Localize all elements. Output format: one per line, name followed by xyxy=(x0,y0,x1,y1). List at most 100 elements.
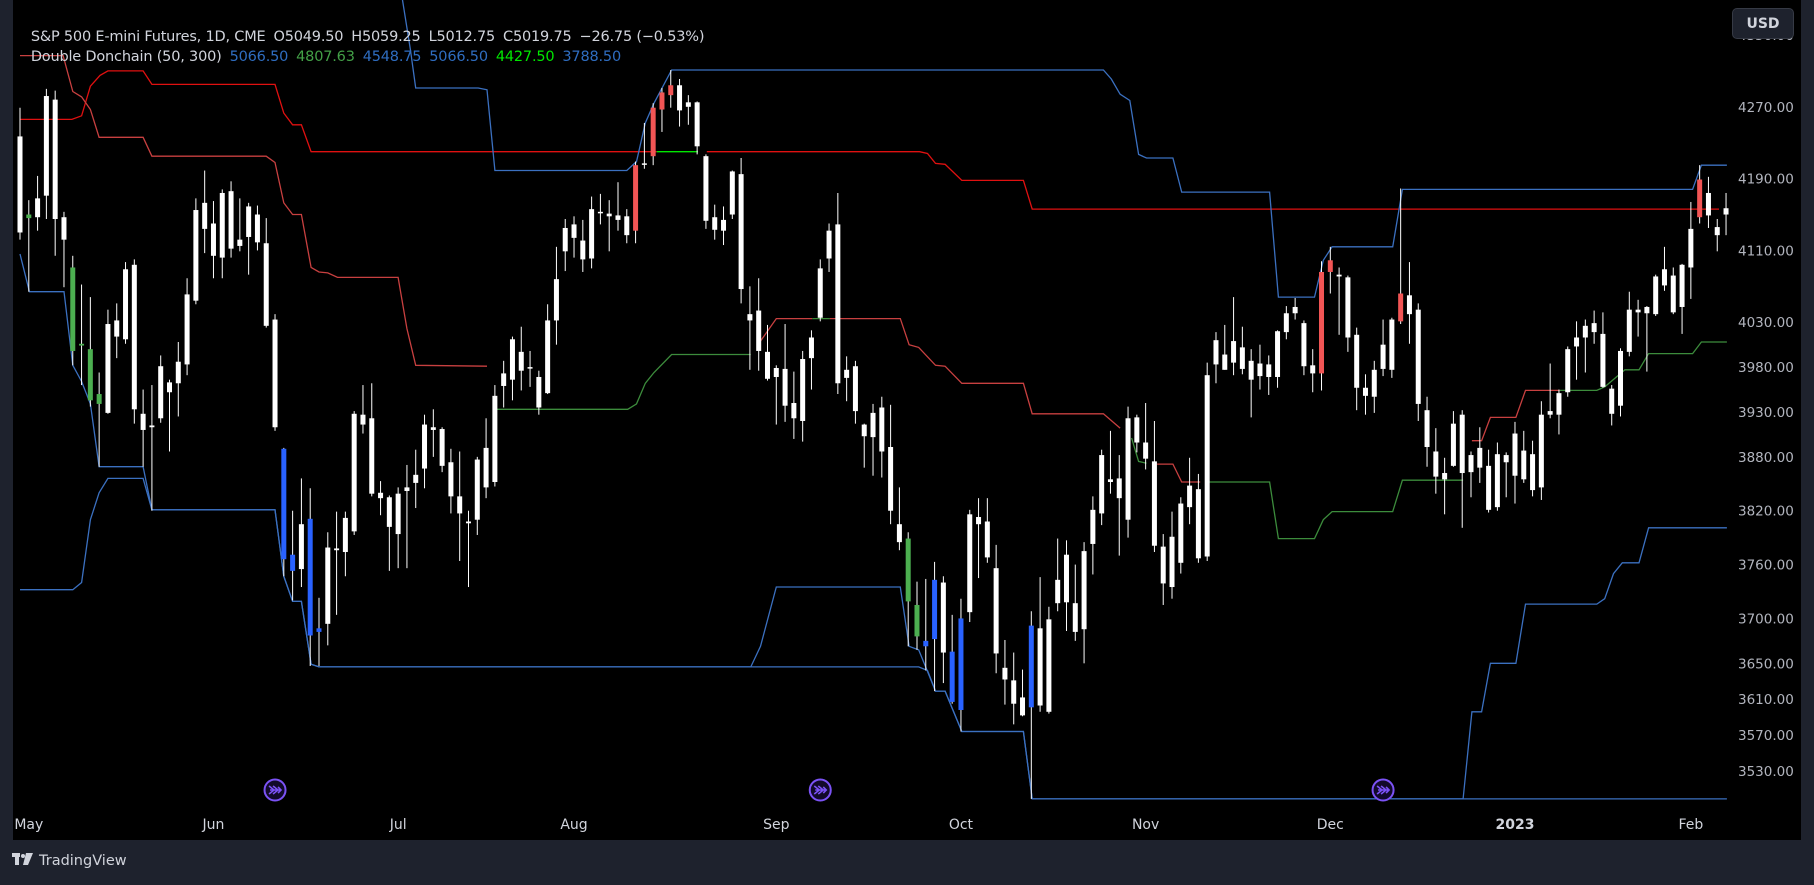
donchian-line xyxy=(401,0,1727,298)
candle xyxy=(26,200,32,292)
price-chart[interactable]: 4350.004270.004190.004110.004030.003980.… xyxy=(13,0,1801,840)
price-tick-label: 3650.00 xyxy=(1738,656,1794,672)
candle xyxy=(1107,430,1113,494)
candle xyxy=(817,259,823,322)
candle xyxy=(79,284,85,386)
candle xyxy=(131,259,137,424)
candle xyxy=(1661,246,1667,291)
candle-body xyxy=(114,320,120,337)
candle xyxy=(1705,176,1711,228)
candle xyxy=(852,360,858,424)
candle xyxy=(61,211,67,288)
candle xyxy=(1292,297,1298,320)
candle xyxy=(334,511,340,615)
price-axis[interactable]: 4350.004270.004190.004110.004030.003980.… xyxy=(1738,28,1794,780)
candle xyxy=(1389,317,1395,378)
candle-body xyxy=(800,359,806,421)
candle xyxy=(386,495,392,571)
rollover-icon[interactable] xyxy=(1371,778,1395,802)
candle-body xyxy=(351,413,357,532)
candle xyxy=(483,418,489,499)
indicator-value: 4548.75 xyxy=(362,49,422,65)
candle xyxy=(1424,396,1430,467)
candle-body xyxy=(325,547,331,624)
candle xyxy=(1072,564,1078,641)
candle-body xyxy=(131,264,137,410)
candle-body xyxy=(1661,269,1667,286)
candle xyxy=(932,561,938,692)
candle-body xyxy=(1336,274,1342,277)
rollover-icon[interactable] xyxy=(263,778,287,802)
candle xyxy=(888,404,894,525)
candle xyxy=(360,385,366,434)
candle-body xyxy=(685,102,691,107)
candle xyxy=(1679,263,1685,334)
candle xyxy=(1688,201,1694,299)
candle-body xyxy=(1626,309,1632,352)
currency-button[interactable]: USD xyxy=(1732,8,1794,39)
candle-body xyxy=(465,521,471,524)
candle xyxy=(114,303,120,359)
indicator-title[interactable]: Double Donchain (50, 300) xyxy=(30,49,222,65)
symbol-title[interactable]: S&P 500 E-mini Futures, 1D, CME xyxy=(30,29,266,45)
indicator-value: 5066.50 xyxy=(429,49,488,65)
candle-body xyxy=(518,351,524,371)
candle-body xyxy=(87,349,93,401)
candle-body xyxy=(395,493,401,535)
candle xyxy=(210,201,216,279)
candle-body xyxy=(1362,387,1368,396)
chart-pane[interactable]: 4350.004270.004190.004110.004030.003980.… xyxy=(13,0,1801,840)
candle xyxy=(369,383,375,497)
candle-body xyxy=(1028,625,1034,708)
candle xyxy=(624,209,630,244)
candle-body xyxy=(1371,369,1377,397)
candle xyxy=(729,170,735,220)
donchian-line xyxy=(706,151,1719,210)
candle-body xyxy=(782,368,788,406)
candle-body xyxy=(641,163,647,165)
candle xyxy=(1063,540,1069,632)
candle xyxy=(1486,449,1492,513)
footer-brand[interactable]: TradingView xyxy=(12,852,127,870)
candle xyxy=(1345,275,1351,352)
candle xyxy=(1618,348,1624,417)
time-axis[interactable]: May Jun Jul Aug Sep Oct Nov Dec 2023 Feb xyxy=(14,817,1703,833)
change-value: −26.75 (−0.53%) xyxy=(579,29,705,45)
candle-body xyxy=(1538,414,1544,488)
candle-body xyxy=(1635,309,1641,313)
candle xyxy=(439,427,445,473)
price-tick-label: 3700.00 xyxy=(1738,611,1794,627)
candle xyxy=(1099,449,1105,526)
candle xyxy=(791,371,797,439)
candle-body xyxy=(1512,433,1518,476)
candle-body xyxy=(1310,365,1316,374)
candle-body xyxy=(96,394,102,404)
candle xyxy=(1327,246,1333,294)
time-tick-label: Feb xyxy=(1678,817,1703,833)
candle xyxy=(290,510,296,601)
candle-body xyxy=(123,269,129,340)
candle xyxy=(668,70,674,108)
candle xyxy=(237,198,243,252)
candle xyxy=(1494,442,1500,511)
candle xyxy=(52,90,58,256)
price-tick-label: 3980.00 xyxy=(1738,360,1794,376)
candle xyxy=(1450,411,1456,467)
candle-body xyxy=(562,227,568,252)
candle xyxy=(1231,297,1237,376)
candle xyxy=(1670,267,1676,315)
candle xyxy=(1380,319,1386,377)
candle-body xyxy=(316,628,322,632)
candle-body xyxy=(1266,364,1272,377)
candle-body xyxy=(1213,340,1219,365)
candle-body xyxy=(35,198,41,218)
indicator-value: 4807.63 xyxy=(296,49,355,65)
candle-body xyxy=(448,462,454,497)
candle xyxy=(1037,577,1043,712)
candle xyxy=(1468,451,1474,498)
candle xyxy=(474,456,480,535)
candle-body xyxy=(624,216,630,236)
candle xyxy=(1626,291,1632,357)
rollover-icon[interactable] xyxy=(808,778,832,802)
candle-body xyxy=(738,174,744,290)
